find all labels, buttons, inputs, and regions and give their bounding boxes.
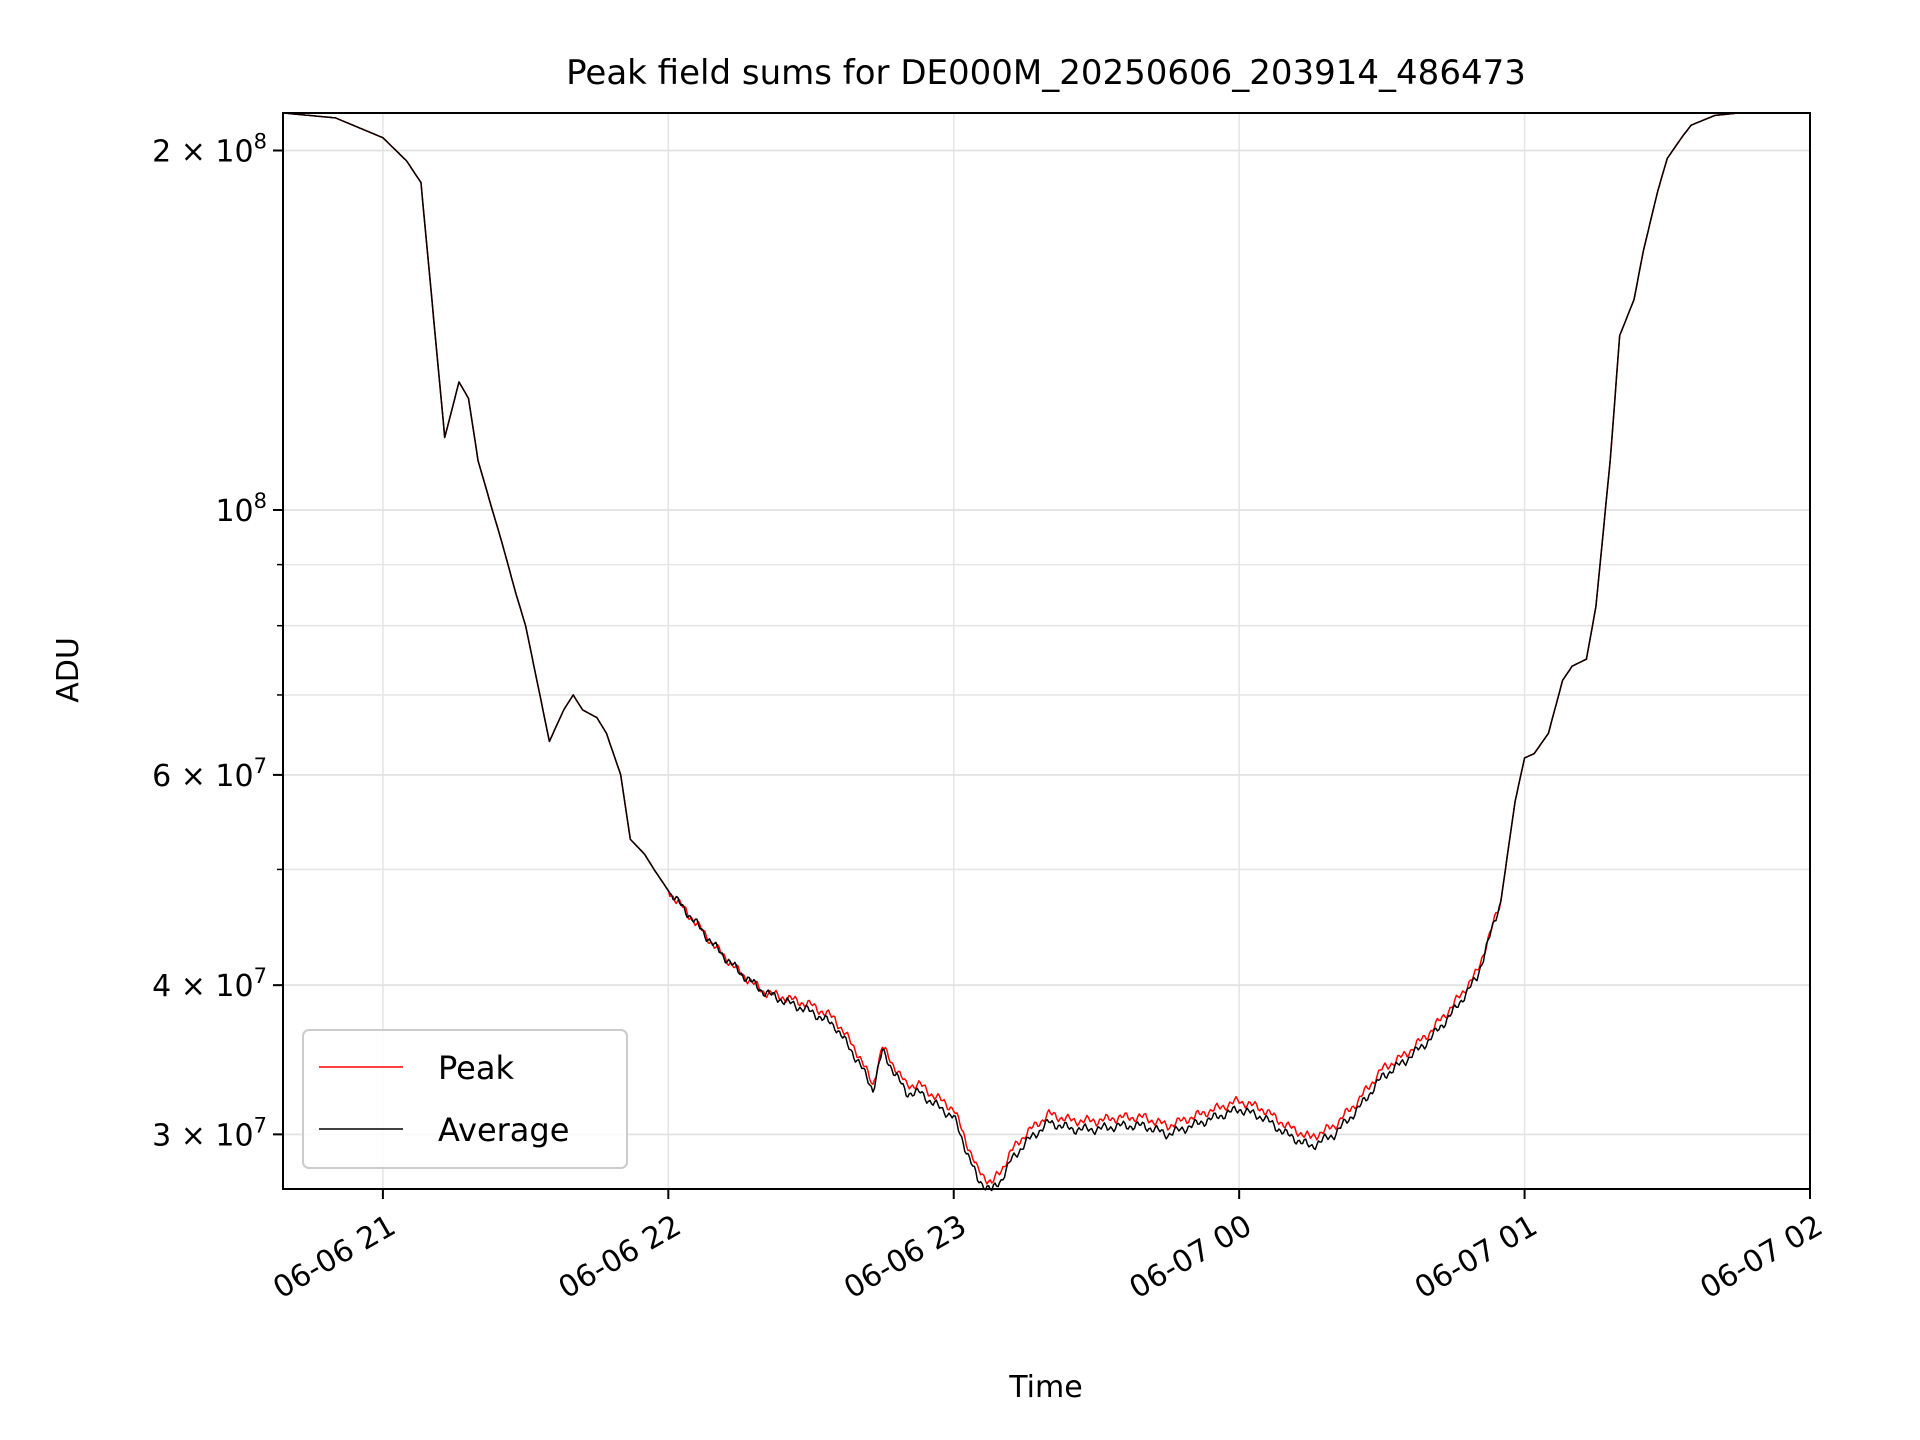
y-tick-exponent: 7 [254,964,267,988]
series-line-average [282,112,1810,1192]
y-tick-mantissa: 10 [215,494,253,529]
y-tick-mantissa: 3 × 10 [152,1118,253,1153]
x-axis-label: Time [1008,1370,1082,1405]
y-tick-mantissa: 6 × 10 [152,759,253,794]
series-group [282,112,1810,1192]
y-tick-mantissa: 2 × 10 [152,135,253,170]
y-tick-exponent: 8 [254,130,267,154]
legend-label-average: Average [438,1111,569,1149]
y-tick-exponent: 8 [254,489,267,513]
y-tick-label: 2 × 108 [152,130,267,170]
y-tick-label: 108 [215,489,267,529]
chart-title: Peak field sums for DE000M_20250606_2039… [566,53,1526,93]
legend-label-peak: Peak [438,1049,514,1087]
y-tick-label: 3 × 107 [152,1113,267,1153]
y-axis-label: ADU [51,637,86,703]
legend-box [302,1029,628,1169]
y-tick-exponent: 7 [254,754,267,778]
y-tick-label: 4 × 107 [152,964,267,1004]
y-tick-label: 6 × 107 [152,754,267,794]
y-tick-exponent: 7 [254,1113,267,1137]
plot-frame [282,112,1811,1190]
y-tick-mantissa: 4 × 10 [152,969,253,1004]
legend: Peak Average [302,1029,628,1169]
